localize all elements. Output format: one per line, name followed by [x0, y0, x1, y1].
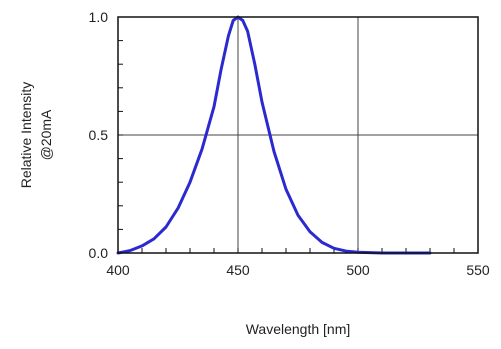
x-tick-label: 500 — [346, 262, 370, 278]
minor-ticks — [118, 40, 455, 253]
y-axis-title: Relative Intensity @20mA — [18, 82, 54, 189]
x-tick-label: 450 — [226, 262, 250, 278]
y-tick-label: 0.5 — [89, 127, 109, 143]
y-axis-title-line-2: @20mA — [38, 109, 54, 160]
spectrum-curve — [116, 15, 432, 255]
y-axis-title-line-1: Relative Intensity — [18, 82, 34, 189]
x-axis-title: Wavelength [nm] — [246, 321, 351, 337]
y-tick-label: 1.0 — [89, 9, 109, 25]
x-tick-label: 550 — [466, 262, 490, 278]
y-tick-labels: 0.0 0.5 1.0 — [89, 9, 109, 261]
x-tick-label: 400 — [106, 262, 130, 278]
x-tick-labels: 400 450 500 550 — [106, 262, 490, 278]
y-tick-label: 0.0 — [89, 245, 109, 261]
grid-lines — [118, 17, 478, 253]
plot-frame — [117, 16, 479, 254]
